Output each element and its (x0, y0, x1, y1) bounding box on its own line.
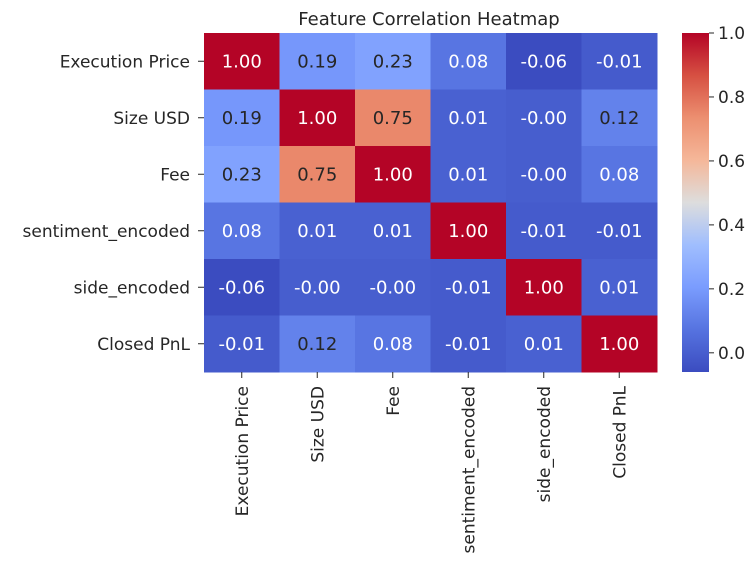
colorbar-tick-label: 0.8 (718, 88, 745, 108)
heatmap-cell-side-encoded-fee (355, 259, 431, 316)
cell-value-label: 0.19 (222, 108, 262, 129)
heatmap-cell-fee-fee (355, 146, 431, 203)
heatmap-cell-size-usd-closed-pnl (581, 89, 658, 147)
cell-value-label: 0.01 (524, 334, 564, 355)
row-tick-label: Fee (160, 165, 190, 185)
heatmap-cell-size-usd-sentiment-encoded (430, 89, 507, 147)
heatmap-cell-size-usd-size-usd (279, 89, 356, 147)
heatmap-cell-size-usd-fee (355, 89, 431, 147)
heatmap-cell-size-usd-side-encoded (506, 89, 582, 147)
row-tick-label: Closed PnL (97, 335, 190, 355)
heatmap-cell-closed-pnl-closed-pnl (581, 315, 658, 373)
cell-value-label: 0.12 (297, 334, 337, 355)
cell-value-label: -0.00 (369, 277, 416, 298)
cell-value-label: 1.00 (297, 108, 337, 129)
heatmap-cell-sentiment-encoded-sentiment-encoded (430, 202, 507, 260)
cell-value-label: -0.01 (445, 277, 492, 298)
heatmap-cell-closed-pnl-sentiment-encoded (430, 315, 507, 373)
heatmap-cell-size-usd-execution-price (204, 89, 280, 147)
heatmap-cell-sentiment-encoded-execution-price (204, 202, 280, 260)
cell-value-label: -0.00 (520, 108, 567, 129)
cell-value-label: 0.75 (297, 164, 337, 185)
row-tick-labels: Execution Price Size USD Fee sentiment_enco… (23, 52, 204, 355)
heatmap-cell-side-encoded-execution-price (204, 259, 280, 316)
cell-value-label: 0.08 (448, 51, 488, 72)
heatmap-cell-side-encoded-sentiment-encoded (430, 259, 507, 316)
column-tick-label: Execution Price (233, 386, 253, 516)
cell-value-label: 0.23 (222, 164, 262, 185)
column-tick-label: Size USD (308, 386, 328, 463)
column-tick-label: Fee (384, 386, 404, 416)
chart-title: Feature Correlation Heatmap (298, 9, 559, 30)
colorbar-tick-label: 0.2 (718, 280, 745, 300)
column-tick-label: side_encoded (535, 386, 555, 502)
heatmap-cell-closed-pnl-execution-price (204, 315, 280, 373)
column-tick-label: Closed PnL (610, 385, 630, 478)
colorbar-tick-label: 0.6 (718, 152, 745, 172)
heatmap-cell-fee-sentiment-encoded (430, 146, 507, 203)
cell-value-label: 0.01 (448, 108, 488, 129)
cell-value-label: -0.01 (218, 334, 265, 355)
heatmap-cell-fee-side-encoded (506, 146, 582, 203)
cell-value-label: -0.01 (520, 221, 567, 242)
cell-value-label: 0.08 (599, 164, 639, 185)
heatmap-cells: 1.00 0.19 0.23 0.08 -0.06 -0.01 0.19 1.00 0.75 0.… (204, 33, 658, 373)
heatmap-cell-closed-pnl-size-usd (279, 315, 356, 373)
heatmap-cell-side-encoded-size-usd (279, 259, 356, 316)
cell-value-label: 0.08 (373, 334, 413, 355)
cell-value-label: -0.01 (596, 51, 643, 72)
heatmap-cell-execution-price-fee (355, 33, 431, 90)
heatmap-cell-sentiment-encoded-closed-pnl (581, 202, 658, 260)
heatmap-cell-fee-execution-price (204, 146, 280, 203)
cell-value-label: 0.01 (599, 277, 639, 298)
heatmap-cell-closed-pnl-side-encoded (506, 315, 582, 373)
row-tick-label: Execution Price (60, 52, 190, 72)
cell-value-label: 1.00 (599, 334, 639, 355)
cell-value-label: 0.01 (297, 221, 337, 242)
colorbar-tick-label: 0.0 (718, 344, 745, 364)
cell-value-label: -0.00 (294, 277, 341, 298)
heatmap-cell-side-encoded-side-encoded (506, 259, 582, 316)
row-tick-label: Size USD (113, 109, 190, 129)
colorbar-tick-label: 1.0 (718, 24, 745, 44)
cell-value-label: -0.00 (520, 164, 567, 185)
cell-value-label: -0.01 (445, 334, 492, 355)
cell-value-label: 1.00 (373, 164, 413, 185)
cell-value-label: 1.00 (448, 221, 488, 242)
cell-value-label: 1.00 (524, 277, 564, 298)
heatmap-cell-fee-size-usd (279, 146, 356, 203)
column-tick-labels: Execution Price Size USD Fee sentiment_enco… (233, 372, 630, 553)
heatmap-cell-sentiment-encoded-fee (355, 202, 431, 260)
heatmap-cell-execution-price-side-encoded (506, 33, 582, 90)
cell-value-label: -0.06 (520, 51, 567, 72)
cell-value-label: 0.01 (448, 164, 488, 185)
heatmap-cell-sentiment-encoded-size-usd (279, 202, 356, 260)
row-tick-label: side_encoded (74, 278, 190, 298)
heatmap-cell-closed-pnl-fee (355, 315, 431, 373)
cell-value-label: -0.01 (596, 221, 643, 242)
row-tick-label: sentiment_encoded (23, 222, 190, 242)
heatmap-cell-fee-closed-pnl (581, 146, 658, 203)
heatmap-cell-execution-price-closed-pnl (581, 33, 658, 90)
colorbar: 0.0 0.2 0.4 0.6 0.8 1.0 (682, 24, 745, 372)
cell-value-label: 0.08 (222, 221, 262, 242)
cell-value-label: 0.01 (373, 221, 413, 242)
heatmap-cell-sentiment-encoded-side-encoded (506, 202, 582, 260)
column-tick-label: sentiment_encoded (459, 386, 479, 553)
heatmap-cell-execution-price-size-usd (279, 33, 356, 90)
heatmap-cell-execution-price-execution-price (204, 33, 280, 90)
cell-value-label: 0.75 (373, 108, 413, 129)
cell-value-label: 0.12 (599, 108, 639, 129)
colorbar-tick-label: 0.4 (718, 216, 745, 236)
heatmap-cell-side-encoded-closed-pnl (581, 259, 658, 316)
cell-value-label: -0.06 (218, 277, 265, 298)
cell-value-label: 1.00 (222, 51, 262, 72)
cell-value-label: 0.23 (373, 51, 413, 72)
colorbar-gradient (682, 33, 709, 372)
cell-value-label: 0.19 (297, 51, 337, 72)
heatmap-cell-execution-price-sentiment-encoded (430, 33, 507, 90)
